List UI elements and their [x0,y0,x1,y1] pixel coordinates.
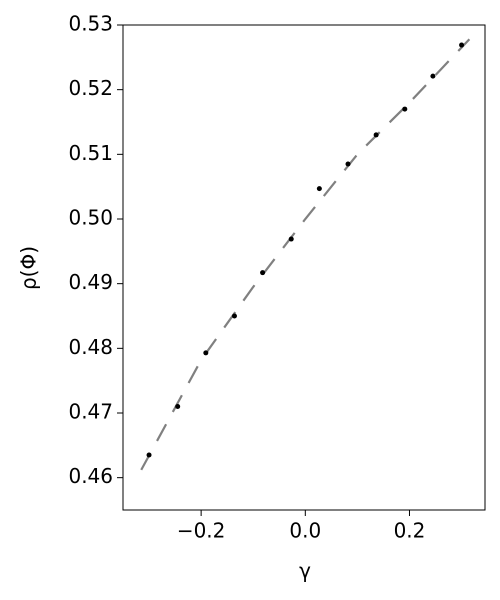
y-tick-label: 0.52 [68,76,113,100]
y-tick-label: 0.51 [68,141,113,165]
data-point [288,236,294,242]
data-point [260,270,266,276]
data-point [231,313,237,319]
y-axis-label: ρ(Φ) [17,246,41,290]
data-point [175,404,181,410]
data-point [430,73,436,79]
data-point [146,452,152,458]
x-tick-label: 0.0 [289,519,321,543]
y-tick-label: 0.49 [68,270,113,294]
y-tick-label: 0.50 [68,206,113,230]
y-tick-label: 0.46 [68,464,113,488]
y-tick-label: 0.53 [68,12,113,36]
x-tick-label: −0.2 [177,519,226,543]
data-point [459,42,465,48]
data-point [345,161,351,167]
y-tick-label: 0.48 [68,335,113,359]
x-tick-label: 0.2 [394,519,426,543]
fit-line [140,38,471,471]
data-point [316,186,322,192]
data-point [373,132,379,138]
x-axis-label: γ [299,559,311,583]
data-point [402,106,408,112]
plot-frame [122,24,486,511]
data-point [203,350,209,356]
y-tick-label: 0.47 [68,400,113,424]
